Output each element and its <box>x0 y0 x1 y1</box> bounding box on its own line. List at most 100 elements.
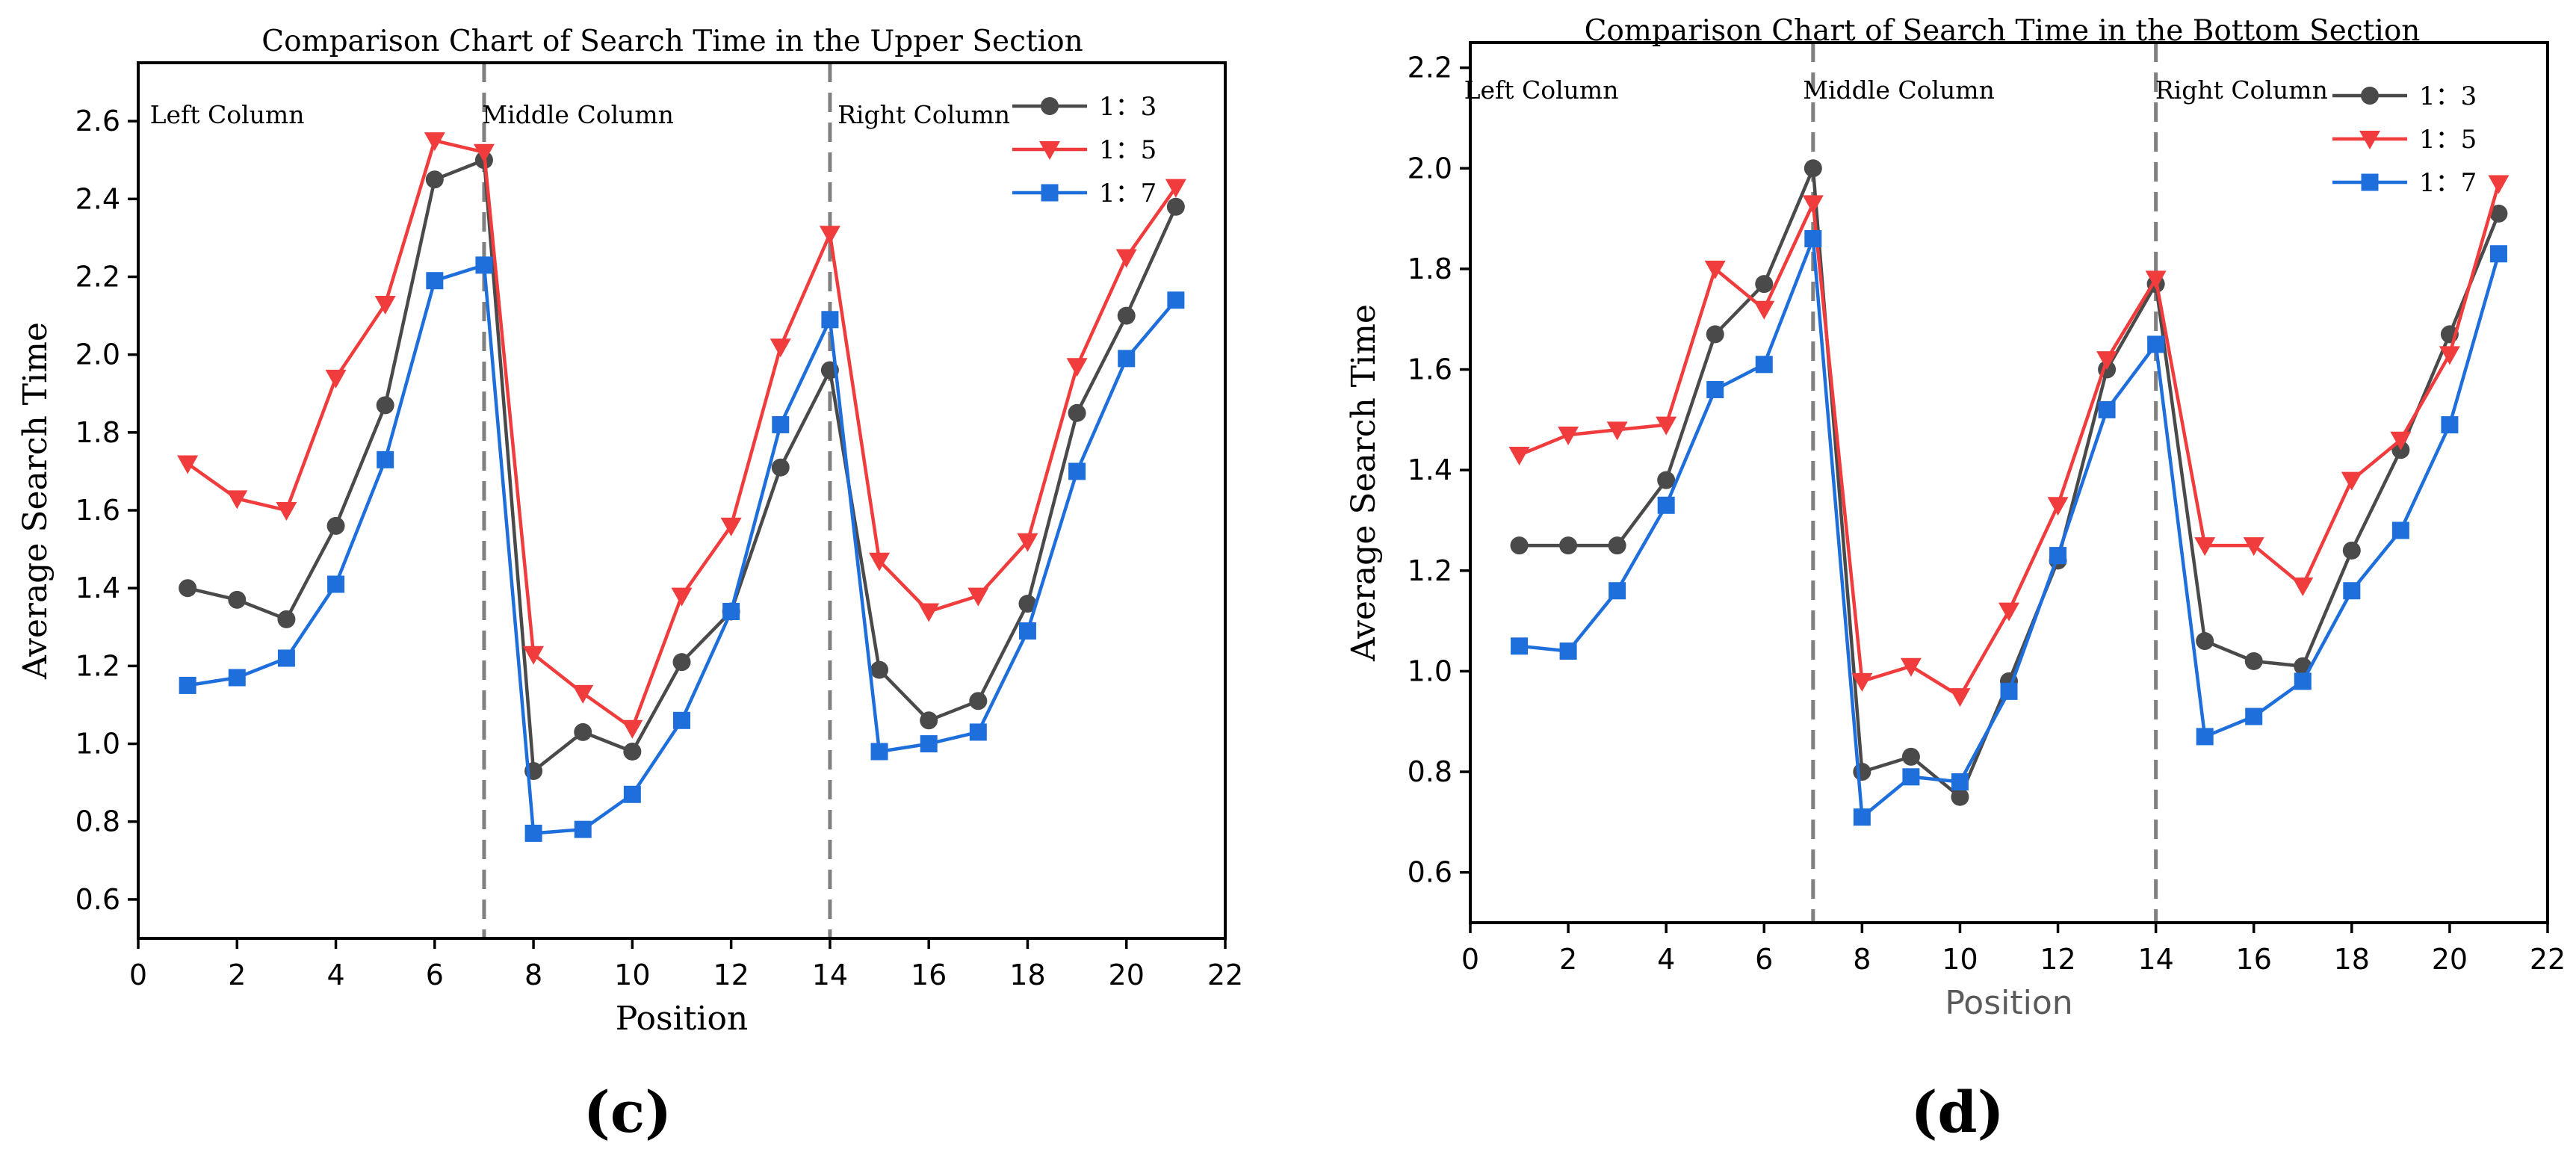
data-point <box>1608 536 1626 555</box>
legend-label: 1：3 <box>2419 81 2477 111</box>
chart-upper-section: Comparison Chart of Search Time in the U… <box>16 25 1243 1038</box>
plot-frame <box>1469 41 2549 924</box>
data-point <box>2391 521 2409 539</box>
legend-marker <box>1041 97 1059 115</box>
y-tick-label: 1.4 <box>75 572 120 604</box>
x-tick-label: 14 <box>2137 943 2173 976</box>
data-point <box>524 824 542 842</box>
data-point <box>1951 787 1969 806</box>
y-axis-label: Average Search Time <box>16 322 55 680</box>
data-point <box>2245 708 2263 725</box>
y-tick-label: 1.2 <box>1408 554 1452 587</box>
x-tick-label: 22 <box>1207 959 1243 991</box>
data-point <box>969 723 987 741</box>
data-point <box>673 711 690 729</box>
panel-label-d: (d) <box>1910 1079 2004 1145</box>
x-tick-label: 6 <box>1755 943 1773 976</box>
chart-title: Comparison Chart of Search Time in the U… <box>261 25 1083 58</box>
data-point <box>1853 808 1871 826</box>
y-tick-label: 2.2 <box>75 260 120 293</box>
x-tick-label: 20 <box>1109 959 1145 991</box>
y-tick-label: 2.0 <box>75 338 120 371</box>
data-point <box>2441 416 2459 434</box>
y-tick-label: 1.0 <box>1408 654 1452 687</box>
data-point <box>572 684 594 704</box>
data-point <box>1559 643 1577 660</box>
data-point <box>1018 622 1036 640</box>
data-point <box>276 502 297 521</box>
data-point <box>2294 672 2312 690</box>
x-tick-label: 20 <box>2432 943 2468 976</box>
data-point <box>770 338 791 358</box>
data-point <box>1706 325 1724 344</box>
x-tick-label: 12 <box>2040 943 2075 976</box>
data-point <box>1118 350 1136 368</box>
column-label: Right Column <box>837 100 1010 129</box>
data-point <box>574 722 592 741</box>
data-point <box>473 143 495 163</box>
data-point <box>1167 291 1185 309</box>
data-point <box>327 575 345 593</box>
y-tick-label: 2.0 <box>1408 152 1452 185</box>
data-point <box>1508 446 1530 465</box>
data-point <box>1755 275 1774 294</box>
x-tick-label: 18 <box>2334 943 2370 976</box>
column-label: Left Column <box>1464 75 1619 105</box>
data-point <box>671 587 693 607</box>
data-point <box>2000 682 2018 700</box>
x-tick-label: 12 <box>713 959 749 991</box>
data-point <box>2489 245 2507 263</box>
data-point <box>523 646 545 665</box>
data-point <box>179 676 196 694</box>
x-tick-label: 6 <box>426 959 444 991</box>
data-point <box>672 653 691 672</box>
data-point <box>2292 577 2314 596</box>
data-point <box>1165 179 1186 198</box>
data-point <box>2098 400 2116 418</box>
data-point <box>722 602 740 620</box>
data-point <box>1166 197 1185 216</box>
legend-label: 1：7 <box>2419 168 2477 198</box>
data-point <box>1949 688 1971 708</box>
data-point <box>1657 471 1676 489</box>
data-point <box>2343 582 2361 600</box>
data-point <box>326 516 345 535</box>
x-tick-label: 0 <box>1461 943 1479 976</box>
x-tick-label: 8 <box>524 959 542 991</box>
data-point <box>1802 195 1824 214</box>
x-tick-label: 10 <box>1942 943 1978 976</box>
column-label: Middle Column <box>1803 75 1995 105</box>
data-point <box>2341 471 2362 491</box>
data-point <box>2196 632 2214 651</box>
data-point <box>1704 260 1726 279</box>
data-point <box>918 603 940 622</box>
data-point <box>424 132 445 152</box>
data-point <box>2488 175 2510 194</box>
column-label: Middle Column <box>482 100 674 129</box>
data-point <box>1609 582 1626 600</box>
data-point <box>720 517 742 536</box>
data-point <box>1017 533 1038 552</box>
y-tick-label: 0.8 <box>75 805 120 838</box>
data-point <box>1753 300 1775 320</box>
data-point <box>622 719 643 739</box>
data-point <box>2147 335 2165 353</box>
x-tick-label: 22 <box>2530 943 2566 976</box>
data-point <box>1068 462 1086 480</box>
data-point <box>277 649 295 667</box>
data-point <box>1706 380 1724 398</box>
data-point <box>1901 747 1920 766</box>
data-point <box>2047 497 2069 516</box>
data-point <box>2196 728 2214 746</box>
x-tick-label: 14 <box>812 959 848 991</box>
data-point <box>1853 763 1871 781</box>
y-tick-label: 0.8 <box>1408 755 1452 788</box>
x-tick-label: 0 <box>129 959 147 991</box>
data-point <box>426 272 444 290</box>
data-point <box>1755 356 1773 374</box>
data-point <box>1511 637 1529 655</box>
data-point <box>376 396 394 415</box>
y-tick-label: 2.6 <box>75 105 120 137</box>
data-point <box>325 369 347 388</box>
legend-marker <box>2361 173 2379 191</box>
